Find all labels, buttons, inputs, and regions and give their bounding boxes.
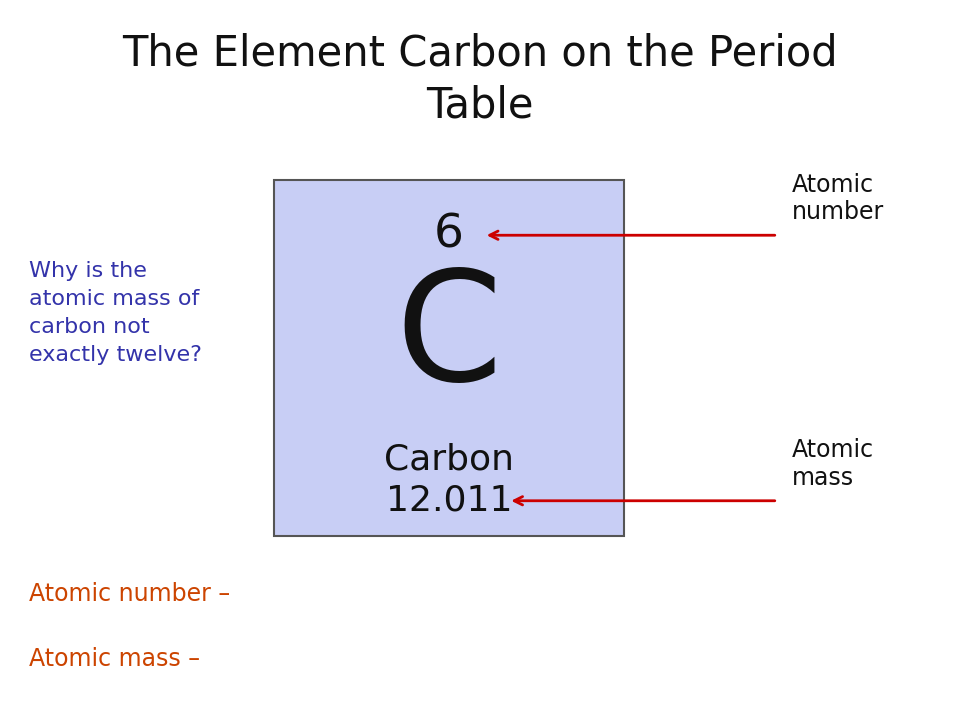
Text: Atomic
number: Atomic number	[792, 173, 884, 225]
Text: Atomic mass –: Atomic mass –	[29, 647, 200, 671]
Text: 6: 6	[434, 212, 464, 258]
Text: Why is the
atomic mass of
carbon not
exactly twelve?: Why is the atomic mass of carbon not exa…	[29, 261, 202, 365]
Text: C: C	[396, 264, 502, 413]
Text: Carbon: Carbon	[384, 443, 514, 477]
Text: The Element Carbon on the Period
Table: The Element Carbon on the Period Table	[122, 32, 838, 126]
Bar	[274, 180, 624, 536]
Text: Atomic number –: Atomic number –	[29, 582, 230, 606]
Text: Atomic
mass: Atomic mass	[792, 438, 875, 490]
Text: 12.011: 12.011	[386, 484, 512, 518]
